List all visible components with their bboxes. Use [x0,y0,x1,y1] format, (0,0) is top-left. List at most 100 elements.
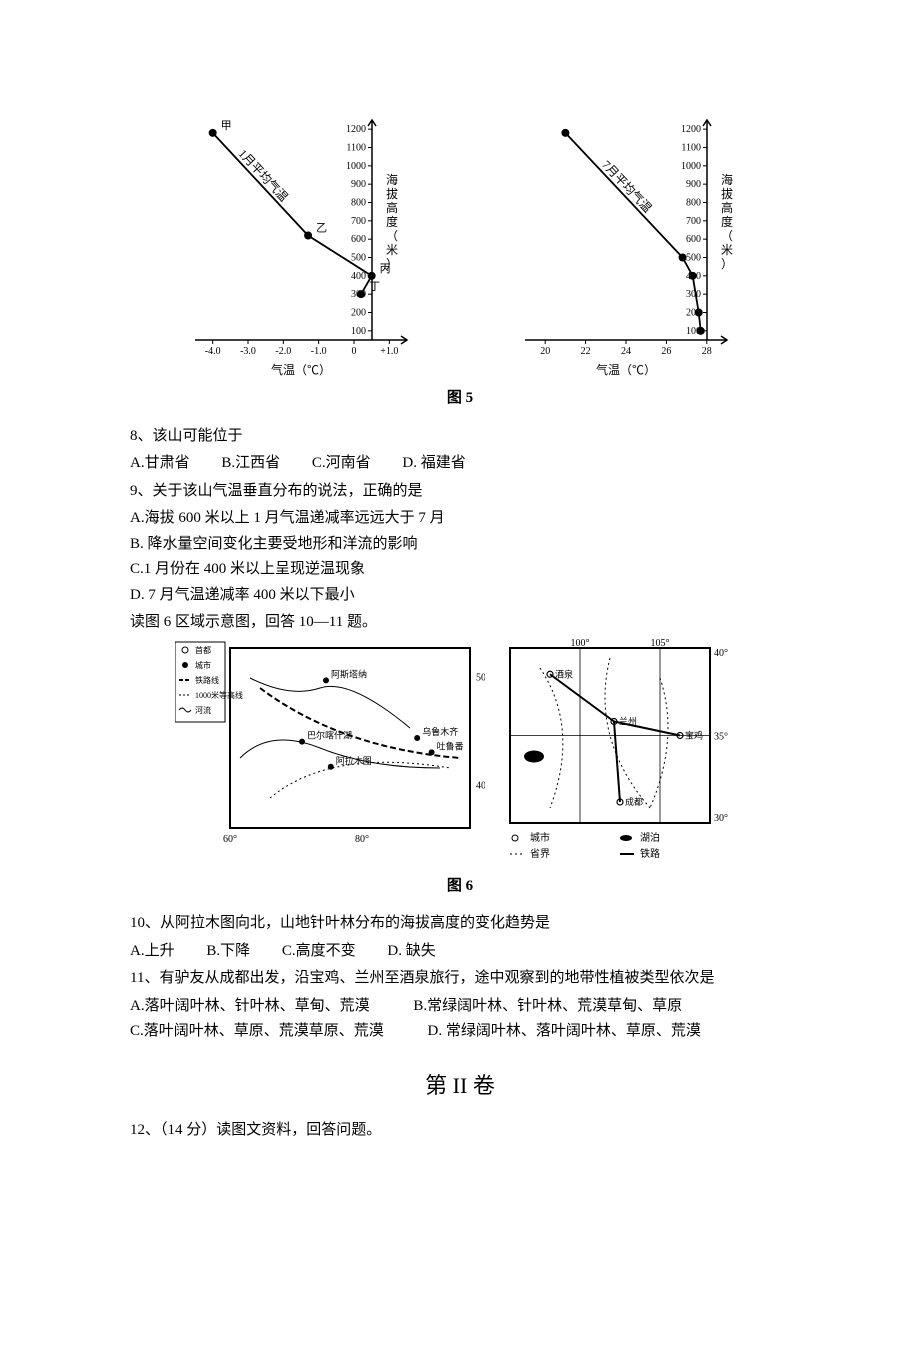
svg-text:省界: 省界 [530,847,550,860]
figure5-row: 100200300400500600700800900100011001200-… [130,110,790,380]
svg-text:甲: 甲 [221,120,232,132]
fig6-left-map: 60°80°40°50°阿斯塔纳巴尔喀什湖阿拉木图乌鲁木齐吐鲁番首都城市铁路线1… [175,638,485,868]
svg-text:铁路线: 铁路线 [195,675,219,685]
q11-options-row1: A.落叶阔叶林、针叶林、草甸、荒漠 B.常绿阔叶林、针叶林、荒漠草甸、草原 [130,994,790,1020]
svg-text:1200: 1200 [346,124,366,135]
svg-text:铁路: 铁路 [640,847,660,860]
q10-stem: 10、从阿拉木图向北，山地针叶林分布的海拔高度的变化趋势是 [130,911,790,937]
q8-stem: 8、该山可能位于 [130,424,790,450]
q9-stem: 9、关于该山气温垂直分布的说法，正确的是 [130,479,790,505]
svg-text:米: 米 [721,243,733,257]
svg-text:乙: 乙 [316,222,327,235]
q9-opt-c: C.1 月份在 400 米以上呈现逆温现象 [130,557,790,583]
svg-text:米: 米 [386,243,398,257]
q11-stem: 11、有驴友从成都出发，沿宝鸡、兰州至酒泉旅行，途中观察到的地带性植被类型依次是 [130,966,790,992]
svg-text:度: 度 [386,214,398,229]
svg-text:高: 高 [386,200,398,215]
svg-text:海: 海 [721,172,733,187]
fig5-left-chart: 100200300400500600700800900100011001200-… [155,110,445,380]
svg-text:900: 900 [351,179,366,190]
svg-text:拔: 拔 [721,186,733,201]
svg-text:35°: 35° [714,731,728,742]
svg-text:1月平均气温: 1月平均气温 [236,146,292,205]
q10-opt-a: A.上升 [130,939,175,965]
svg-text:阿斯塔纳: 阿斯塔纳 [331,668,367,679]
q8-options: A.甘肃省 B.江西省 C.河南省 D. 福建省 [130,451,790,477]
svg-text:60°: 60° [223,834,237,845]
svg-text:7月平均气温: 7月平均气温 [599,157,655,215]
svg-text:河流: 河流 [195,705,211,715]
svg-text:巴尔喀什湖: 巴尔喀什湖 [307,729,352,740]
svg-text:乌鲁木齐: 乌鲁木齐 [422,726,458,737]
svg-text:酒泉: 酒泉 [555,668,573,679]
q10-options: A.上升 B.下降 C.高度不变 D. 缺失 [130,939,790,965]
svg-text:兰州: 兰州 [619,715,637,726]
q11-options-row2: C.落叶阔叶林、草原、荒漠草原、荒漠 D. 常绿阔叶林、落叶阔叶林、草原、荒漠 [130,1019,790,1045]
svg-text:（: （ [721,229,733,243]
svg-text:600: 600 [351,234,366,245]
svg-text:800: 800 [686,198,701,209]
q10-opt-b: B.下降 [206,939,250,965]
svg-text:城市: 城市 [530,831,550,844]
svg-text:丙: 丙 [380,263,391,275]
fig6-right-map: 100°105°40°35°30°酒泉兰州宝鸡成都城市湖泊省界铁路 [495,638,745,868]
q8-opt-a: A.甘肃省 [130,451,190,477]
fig5-right-chart: 1002003004005006007008009001000110012002… [485,110,765,380]
q8-opt-c: C.河南省 [312,451,371,477]
svg-text:首都: 首都 [195,645,211,655]
figure6-caption: 图 6 [130,874,790,900]
svg-text:105°: 105° [651,638,670,649]
q11-opt-d: D. 常绿阔叶林、落叶阔叶林、草原、荒漠 [428,1019,701,1045]
svg-text:1100: 1100 [681,143,701,154]
svg-text:400: 400 [351,271,366,282]
svg-text:（: （ [386,229,398,243]
svg-text:22: 22 [581,346,591,357]
svg-text:1100: 1100 [346,143,366,154]
svg-text:700: 700 [686,216,701,227]
q8-opt-d: D. 福建省 [402,451,465,477]
svg-text:900: 900 [686,179,701,190]
svg-text:0: 0 [352,346,357,357]
svg-text:成都: 成都 [625,796,643,807]
q9-opt-b: B. 降水量空间变化主要受地形和洋流的影响 [130,532,790,558]
svg-text:500: 500 [351,253,366,264]
svg-text:600: 600 [686,234,701,245]
q9-opt-a: A.海拔 600 米以上 1 月气温递减率远远大于 7 月 [130,506,790,532]
svg-text:+1.0: +1.0 [380,346,398,357]
svg-text:吐鲁番: 吐鲁番 [437,740,464,751]
q11-opt-b: B.常绿阔叶林、针叶林、荒漠草甸、草原 [413,994,682,1020]
svg-text:50°: 50° [476,672,485,683]
svg-text:拔: 拔 [386,186,398,201]
svg-text:丁: 丁 [369,281,380,293]
svg-text:-2.0: -2.0 [275,346,291,357]
q11-opt-a: A.落叶阔叶林、针叶林、草甸、荒漠 [130,994,370,1020]
svg-text:26: 26 [661,346,671,357]
svg-text:1200: 1200 [681,124,701,135]
q9-opt-d: D. 7 月气温递减率 400 米以下最小 [130,583,790,609]
svg-text:700: 700 [351,216,366,227]
figure6-row: 60°80°40°50°阿斯塔纳巴尔喀什湖阿拉木图乌鲁木齐吐鲁番首都城市铁路线1… [130,638,790,868]
svg-text:度: 度 [721,214,733,229]
q10-opt-c: C.高度不变 [282,939,356,965]
svg-text:24: 24 [621,346,631,357]
svg-text:1000米等高线: 1000米等高线 [195,690,243,700]
svg-text:-3.0: -3.0 [240,346,256,357]
svg-text:300: 300 [686,289,701,300]
svg-text:40°: 40° [476,780,485,791]
svg-text:800: 800 [351,198,366,209]
svg-text:500: 500 [686,253,701,264]
svg-text:海: 海 [386,172,398,187]
section2-title: 第 II 卷 [130,1067,790,1104]
svg-text:高: 高 [721,200,733,215]
svg-text:-4.0: -4.0 [205,346,221,357]
svg-text:宝鸡: 宝鸡 [685,729,703,740]
svg-text:城市: 城市 [195,660,211,670]
svg-text:气温（℃）: 气温（℃） [271,362,331,377]
svg-text:100°: 100° [571,638,590,649]
svg-text:-1.0: -1.0 [311,346,327,357]
svg-text:100: 100 [351,326,366,337]
svg-text:湖泊: 湖泊 [640,832,660,844]
q11-opt-c: C.落叶阔叶林、草原、荒漠草原、荒漠 [130,1019,384,1045]
figure5-caption: 图 5 [130,386,790,412]
svg-text:）: ） [721,257,733,271]
